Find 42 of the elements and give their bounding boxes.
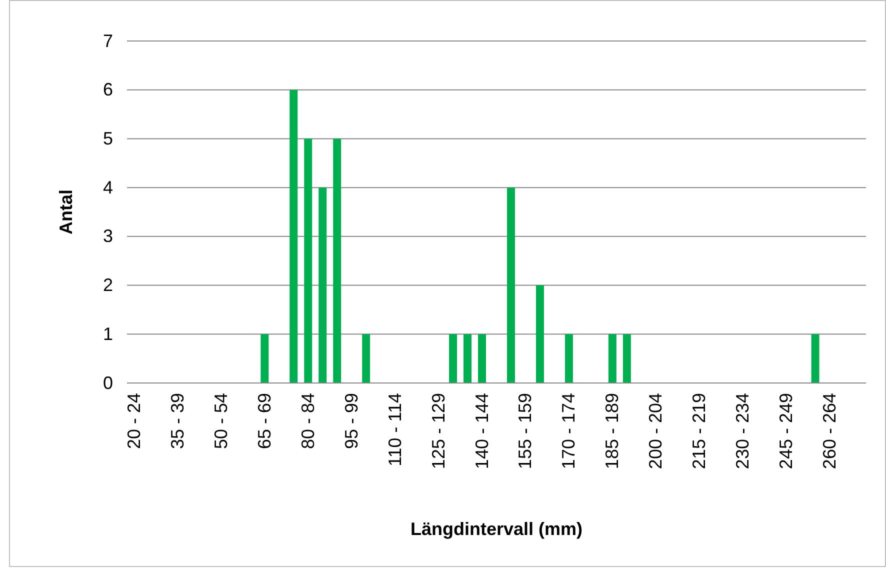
x-tick-label: 80 - 84 [298, 393, 318, 450]
bar [449, 334, 458, 383]
x-tick-label: 170 - 174 [558, 393, 579, 470]
y-tick-label: 1 [102, 324, 113, 344]
x-tick-label: 260 - 264 [820, 393, 840, 470]
bar [362, 334, 370, 383]
x-tick-label: 245 - 249 [776, 393, 796, 470]
y-tick-label: 3 [102, 226, 113, 246]
bar [564, 334, 573, 383]
x-axis-title: Längdintervall (mm) [410, 519, 583, 539]
x-tick-label: 230 - 234 [732, 393, 753, 470]
bar [622, 334, 631, 383]
bar [608, 334, 616, 383]
bar [290, 90, 298, 383]
x-tick-label: 20 - 24 [124, 393, 144, 450]
bar [507, 188, 515, 383]
y-axis-title: Antal [56, 190, 76, 234]
x-tick-label: 215 - 219 [689, 393, 710, 470]
bar [464, 334, 472, 383]
x-tick-label: 110 - 114 [384, 393, 405, 466]
y-tick-label: 0 [102, 372, 113, 393]
bar [536, 285, 544, 383]
x-tick-label: 155 - 159 [515, 393, 536, 470]
x-tick-label: 65 - 69 [254, 393, 274, 450]
bar [318, 188, 327, 383]
bar [260, 334, 269, 383]
y-tick-label: 7 [102, 30, 113, 51]
x-tick-label: 125 - 129 [428, 393, 448, 470]
bar [333, 138, 342, 383]
bar [478, 334, 486, 383]
y-tick-label: 4 [102, 177, 113, 198]
y-tick-label: 2 [102, 275, 113, 296]
y-tick-label: 6 [102, 80, 113, 100]
y-tick-label: 5 [102, 128, 113, 148]
x-tick-label: 35 - 39 [167, 393, 188, 450]
bar [304, 138, 312, 383]
x-tick-label: 50 - 54 [210, 393, 231, 450]
bar [811, 334, 820, 383]
x-tick-label: 200 - 204 [646, 393, 666, 470]
x-tick-label: 95 - 99 [341, 393, 362, 450]
x-tick-label: 185 - 189 [602, 393, 622, 470]
x-tick-label: 140 - 144 [472, 393, 492, 470]
